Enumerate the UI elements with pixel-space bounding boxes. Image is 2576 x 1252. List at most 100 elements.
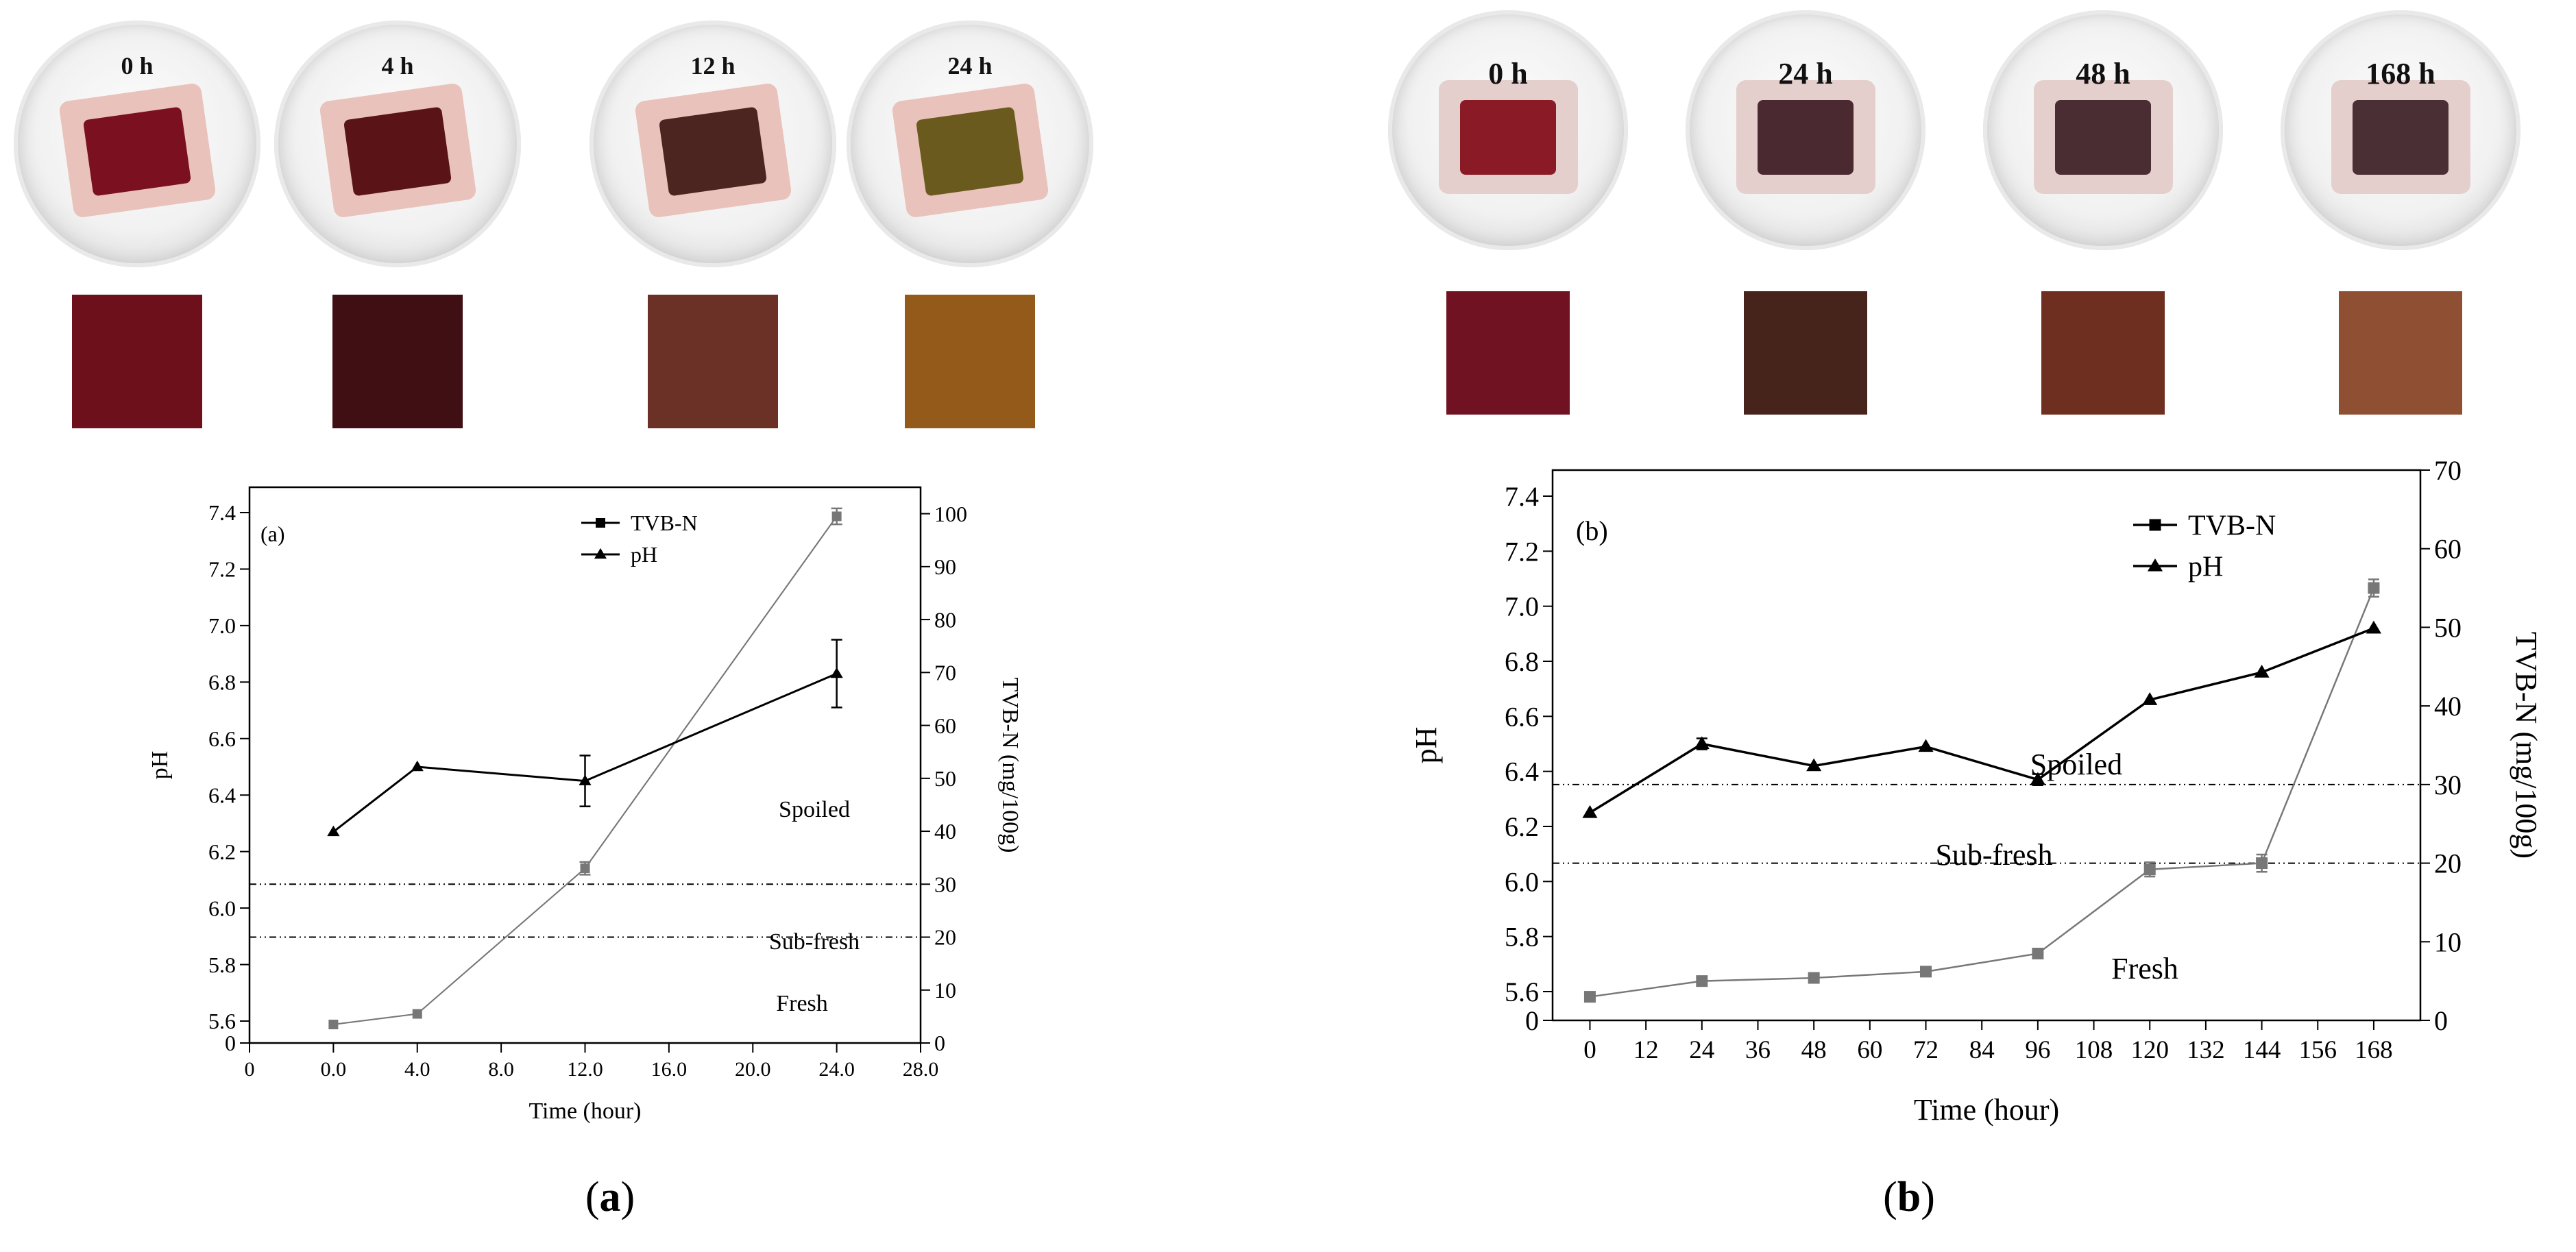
x-tick-label: 12 [1633, 1036, 1659, 1064]
data-point-triangle [327, 825, 340, 837]
color-swatch [1744, 291, 1867, 415]
y-right-tick-label: 0 [934, 1031, 945, 1055]
indicator-film [1758, 100, 1854, 175]
indicator-film [2055, 100, 2151, 175]
data-point-triangle [2366, 620, 2381, 634]
x-tick-label: 72 [1913, 1036, 1939, 1064]
x-tick-label: 156 [2299, 1036, 2337, 1064]
y-right-tick-label: 70 [934, 661, 956, 685]
panel-a: 0 h 4 h 12 h 24 h 0.0 4.0 8.0 12.0 16.0 20.0 24.0… [14, 21, 1093, 1220]
y-left-tick-label: 7.0 [1505, 591, 1539, 622]
y-left-tick-label: 6.2 [208, 839, 236, 864]
y-right-tick-label: 60 [934, 713, 956, 738]
time-label: 168 h [2366, 57, 2435, 90]
x-tick-label: 144 [2243, 1036, 2281, 1064]
data-point-triangle [2142, 692, 2158, 705]
y-left-tick-label: 7.4 [208, 500, 236, 525]
y-right-tick-label: 50 [934, 766, 956, 791]
x-tick-label: 24 [1689, 1036, 1714, 1064]
data-point-triangle [579, 774, 592, 785]
x-tick-label: 48 [1801, 1036, 1827, 1064]
legend-label: pH [2188, 552, 2223, 583]
y-left-tick-label: 6.4 [1505, 757, 1539, 787]
y-left-tick-label: 5.6 [208, 1009, 236, 1033]
data-point-square [1808, 972, 1820, 984]
time-label: 0 h [1488, 57, 1528, 90]
y-right-tick-label: 10 [2434, 926, 2462, 957]
data-point-square [328, 1019, 339, 1029]
x-tick-label: 168 [2355, 1036, 2393, 1064]
caption-b: (b) [1883, 1174, 1935, 1220]
data-point-square [2256, 857, 2268, 870]
data-point-square [1583, 991, 1596, 1003]
y-right-tick-label: 40 [934, 819, 956, 844]
data-point-square [412, 1009, 422, 1019]
panel-label: (a) [260, 521, 285, 546]
y-left-axis-label: pH [147, 751, 173, 780]
region-label: Fresh [2111, 952, 2178, 985]
legend-marker-square [2149, 519, 2161, 531]
y-left-tick-label: 7.2 [208, 557, 236, 582]
x-tick-label: 60 [1857, 1036, 1882, 1064]
y-left-tick-label: 7.4 [1505, 481, 1539, 512]
y-left-tick-label: 6.8 [1505, 646, 1539, 677]
x-tick-label: 4.0 [404, 1058, 430, 1081]
series-line [333, 515, 838, 1026]
time-label: 0 h [121, 52, 154, 79]
data-point-square [580, 863, 590, 874]
legend-marker-triangle [594, 548, 607, 559]
x-tick-label: 96 [2025, 1036, 2050, 1064]
x-axis-label: Time (hour) [528, 1098, 641, 1124]
y-left-axis-label: pH [1409, 727, 1443, 764]
y-left-tick-label: 5.6 [1505, 977, 1539, 1007]
data-point-square [831, 511, 842, 521]
legend-label: TVB-N [631, 511, 698, 535]
y-left-tick-label: 7.0 [208, 613, 236, 638]
y-left-tick-label: 5.8 [208, 953, 236, 977]
x-axis-label: Time (hour) [1914, 1093, 2059, 1127]
y-left-tick-label: 6.8 [208, 670, 236, 695]
legend-marker-square [596, 518, 605, 528]
x-tick-label: 8.0 [488, 1058, 514, 1081]
y-right-tick-label: 90 [934, 554, 956, 579]
y-right-tick-label: 10 [934, 978, 956, 1003]
x-tick-label: 36 [1745, 1036, 1771, 1064]
color-swatch [2339, 291, 2462, 415]
y-right-tick-label: 80 [934, 607, 956, 632]
time-label: 24 h [947, 52, 993, 79]
region-label: Fresh [776, 991, 828, 1016]
panel-label: (b) [1576, 515, 1608, 546]
panel-b: 0 h 24 h 48 h 168 h 0 12 24 36 48 60 72 84 96 108 120… [1288, 0, 2576, 1252]
x-tick-label: 16.0 [651, 1058, 688, 1081]
data-point-triangle [2030, 772, 2045, 785]
y-right-tick-label: 20 [2434, 848, 2462, 879]
data-point-square [1920, 966, 1932, 978]
color-swatch [1446, 291, 1570, 415]
data-point-triangle [411, 760, 424, 772]
caption-a: (a) [585, 1174, 635, 1220]
color-swatch [905, 295, 1035, 428]
y-right-tick-label: 50 [2434, 612, 2462, 643]
y-left-tick-label: 6.6 [1505, 701, 1539, 732]
plot-frame [1551, 469, 2422, 1022]
series-line [1589, 627, 2374, 814]
y-right-tick-label: 0 [2434, 1005, 2448, 1036]
y-left-tick-label: 6.0 [208, 896, 236, 920]
color-swatch [2041, 291, 2165, 415]
data-point-triangle [2254, 665, 2270, 678]
y-left-tick-label: 6.0 [1505, 866, 1539, 897]
data-point-triangle [1694, 736, 1710, 750]
data-point-triangle [1582, 805, 1598, 818]
y-right-tick-label: 70 [2434, 455, 2462, 486]
time-label: 24 h [1778, 57, 1833, 90]
legend-marker-triangle [2147, 558, 2163, 572]
y-left-tick-label: 0 [225, 1031, 236, 1055]
indicator-film [1460, 100, 1556, 175]
chart-b: 0 12 24 36 48 60 72 84 96 108 120 132 144 156 168 5.6 5.… [1409, 455, 2543, 1127]
time-label: 48 h [2076, 57, 2130, 90]
time-label: 4 h [381, 52, 414, 79]
data-point-square [2368, 582, 2380, 594]
color-swatch [72, 295, 202, 428]
y-left-tick-label: 6.6 [208, 726, 236, 751]
data-point-square [1696, 975, 1708, 987]
